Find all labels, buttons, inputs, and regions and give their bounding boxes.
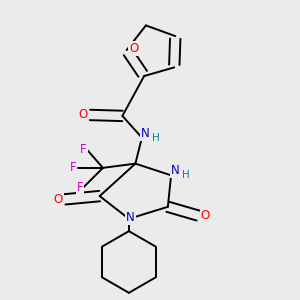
Text: H: H: [152, 133, 159, 143]
Text: H: H: [182, 170, 189, 180]
Text: F: F: [70, 161, 76, 174]
Text: N: N: [141, 127, 149, 140]
Text: O: O: [79, 108, 88, 122]
Text: O: O: [54, 193, 63, 206]
Text: F: F: [77, 181, 83, 194]
Text: N: N: [171, 164, 179, 177]
Text: F: F: [80, 143, 87, 156]
Text: O: O: [129, 42, 138, 55]
Text: N: N: [126, 211, 135, 224]
Text: O: O: [201, 209, 210, 222]
